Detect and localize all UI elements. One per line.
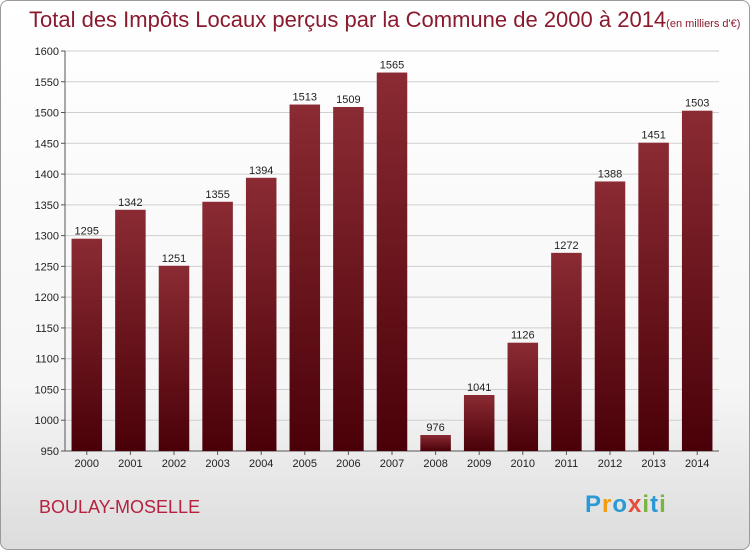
- bar-value-label: 1451: [641, 130, 665, 142]
- bar-2008: [420, 435, 451, 451]
- x-tick-label: 2001: [118, 458, 142, 470]
- bar-value-label: 1041: [467, 382, 491, 394]
- bar-2011: [551, 252, 582, 451]
- bar-value-label: 1272: [554, 240, 578, 252]
- chart-title: Total des Impôts Locaux perçus par la Co…: [29, 7, 740, 33]
- x-tick-label: 2013: [641, 458, 665, 470]
- x-tick-label: 2007: [380, 458, 404, 470]
- bar-2010: [507, 342, 539, 451]
- chart-title-unit: (en milliers d'€): [666, 18, 741, 30]
- bar-value-label: 1509: [336, 94, 360, 106]
- x-tick-label: 2012: [598, 458, 622, 470]
- bar-value-label: 1394: [249, 165, 273, 177]
- logo-letter: r: [602, 491, 613, 518]
- commune-name: BOULAY-MOSELLE: [39, 497, 201, 517]
- x-tick-label: 2004: [249, 458, 273, 470]
- bar-2005: [289, 104, 321, 452]
- logo-letter: i: [659, 491, 667, 518]
- y-tick-label: 1100: [35, 354, 59, 366]
- bar-2013: [638, 142, 669, 451]
- bar-2000: [71, 238, 103, 451]
- bar-value-label: 1513: [293, 92, 317, 104]
- bar-value-label: 1251: [162, 253, 186, 265]
- y-tick-label: 950: [41, 446, 59, 458]
- bar-value-label: 1126: [511, 330, 535, 342]
- y-tick-label: 1200: [35, 292, 59, 304]
- x-tick-label: 2011: [555, 458, 579, 470]
- y-tick-label: 1300: [35, 231, 59, 243]
- bar-2001: [115, 209, 146, 451]
- logo-letter: o: [612, 491, 629, 518]
- x-tick-label: 2005: [293, 458, 317, 470]
- y-tick-label: 1600: [35, 46, 59, 58]
- bar-value-label: 1388: [598, 168, 622, 180]
- bar-2004: [245, 177, 277, 451]
- bar-2014: [681, 110, 713, 451]
- proxiti-logo: Proxiti: [585, 491, 667, 519]
- x-tick-label: 2003: [205, 458, 229, 470]
- bar-value-label: 1503: [685, 98, 709, 110]
- y-tick-label: 1350: [35, 200, 59, 212]
- chart-title-text: Total des Impôts Locaux perçus par la Co…: [29, 7, 667, 32]
- y-tick-label: 1150: [35, 323, 59, 335]
- logo-letter: t: [650, 491, 660, 518]
- bar-value-label: 1295: [75, 226, 99, 238]
- bar-2002: [158, 265, 190, 451]
- bar-2003: [202, 201, 233, 451]
- bar-2006: [333, 107, 364, 451]
- x-tick-label: 2009: [467, 458, 491, 470]
- x-tick-label: 2014: [685, 458, 709, 470]
- bar-value-label: 1342: [118, 197, 142, 209]
- bar-2009: [463, 395, 495, 451]
- logo-letter: P: [585, 491, 603, 518]
- bar-value-label: 976: [426, 422, 444, 434]
- bar-value-label: 1355: [205, 189, 229, 201]
- y-tick-label: 1250: [35, 261, 59, 273]
- x-tick-label: 2000: [75, 458, 99, 470]
- y-tick-label: 1450: [35, 138, 59, 150]
- logo-letter: x: [628, 491, 643, 518]
- y-tick-label: 1550: [35, 77, 59, 89]
- y-tick-label: 1050: [35, 384, 59, 396]
- x-tick-label: 2010: [511, 458, 535, 470]
- bar-2012: [594, 181, 626, 451]
- logo-letter: i: [642, 491, 651, 518]
- bar-2007: [376, 72, 408, 452]
- y-tick-label: 1400: [35, 169, 59, 181]
- bar-value-label: 1565: [380, 60, 404, 72]
- y-tick-label: 1000: [35, 415, 59, 427]
- y-tick-label: 1500: [35, 108, 59, 120]
- x-tick-label: 2008: [423, 458, 447, 470]
- x-tick-label: 2006: [336, 458, 360, 470]
- x-tick-label: 2002: [162, 458, 186, 470]
